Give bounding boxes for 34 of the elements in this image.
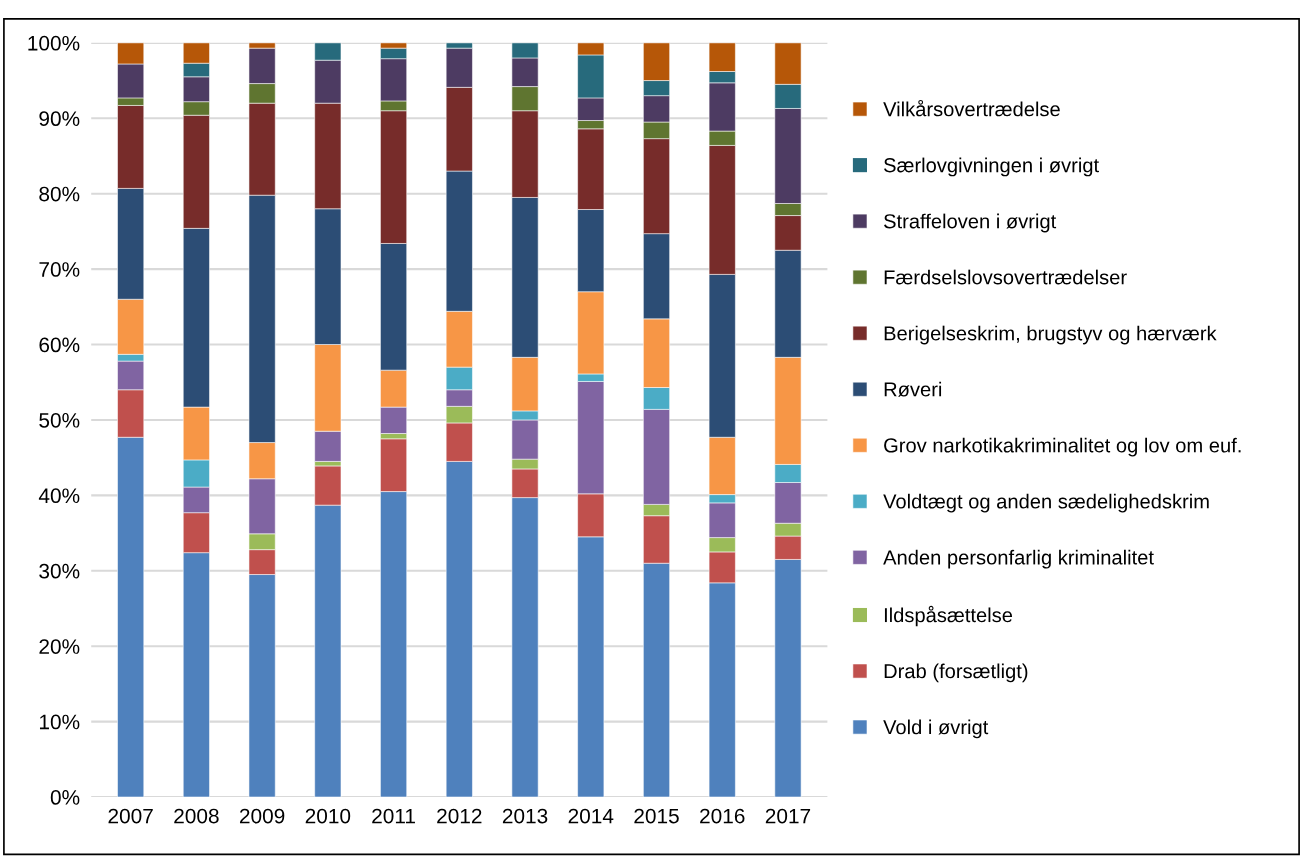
legend-label: Vilkårsovertrædelse: [883, 99, 1060, 117]
y-tick-label: 100%: [28, 35, 80, 51]
y-tick-label: 50%: [39, 412, 80, 428]
y-tick-label: 30%: [39, 563, 80, 579]
y-tick-label: 10%: [39, 714, 80, 730]
y-tick-label: 70%: [39, 262, 80, 277]
legend-label: Voldtægt og anden sædelighedskrim: [883, 493, 1209, 513]
y-tick-label: 90%: [39, 111, 80, 127]
legend-label: Vold i øvrigt: [883, 719, 989, 739]
legend-label: Grov narkotikakriminalitet og lov om euf.: [884, 437, 1241, 457]
y-tick-label: 80%: [39, 186, 80, 202]
legend-label: Anden personfarlig kriminalitet: [883, 549, 1154, 569]
y-tick-label: 20%: [39, 639, 80, 654]
legend-label: Drab (forsætligt): [884, 663, 1028, 683]
x-tick-label: 2010: [305, 808, 351, 824]
x-tick-label: 2015: [634, 808, 679, 824]
legend-label: Røveri: [884, 381, 942, 397]
x-tick-label: 2008: [174, 808, 219, 824]
y-tick-label: 40%: [38, 488, 80, 504]
y-tick-label: 0%: [50, 790, 80, 805]
x-tick-label: 2013: [502, 808, 548, 824]
x-tick-label: 2016: [700, 808, 745, 824]
legend-label: Ildspåsættelse: [884, 605, 1013, 627]
x-tick-label: 2014: [568, 808, 614, 824]
legend-label: Straffeloven i øvrigt: [884, 213, 1057, 233]
legend-label: Færdselslovsovertrædelser: [884, 269, 1127, 285]
x-tick-label: 2007: [108, 808, 153, 824]
legend-label: Særlovgivningen i øvrigt: [884, 157, 1099, 177]
y-tick-label: 60%: [39, 337, 80, 353]
x-tick-label: 2011: [372, 808, 415, 824]
x-tick-label: 2017: [765, 808, 811, 824]
x-tick-label: 2012: [437, 808, 482, 824]
legend-label: Berigelseskrim, brugstyv og hærværk: [884, 325, 1217, 345]
x-tick-label: 2009: [239, 808, 285, 824]
